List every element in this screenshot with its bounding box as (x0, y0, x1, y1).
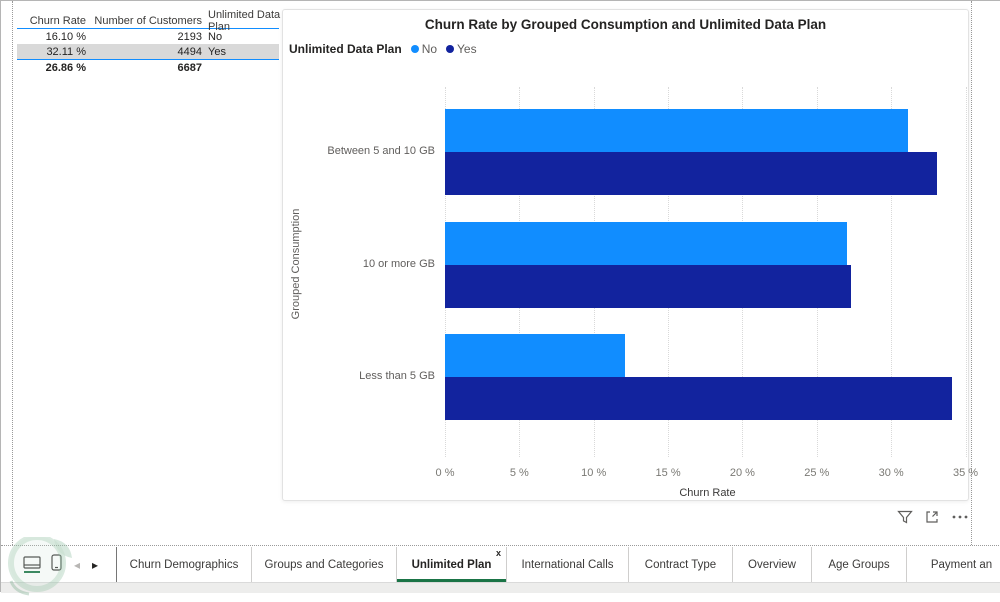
tab-contract-type[interactable]: Contract Type (629, 547, 733, 582)
bar-no-2[interactable] (445, 222, 847, 265)
legend-label: Yes (457, 42, 477, 56)
tab-label: Churn Demographics (129, 558, 239, 571)
churn-bar-chart-visual[interactable]: Churn Rate by Grouped Consumption and Un… (282, 9, 978, 501)
table-header-customers: Number of Customers (94, 15, 202, 27)
tab-payment-an[interactable]: Payment an (907, 547, 1000, 582)
active-tab-underline (397, 579, 506, 582)
bar-yes-2[interactable] (445, 265, 852, 308)
legend-label: No (421, 42, 438, 56)
legend-dot-icon (446, 45, 455, 53)
gridline (965, 87, 967, 457)
page-boundary-bottom (1, 545, 1000, 546)
tab-label: Groups and Categories (264, 558, 384, 571)
tab-groups-and-categories[interactable]: Groups and Categories (252, 547, 397, 582)
tab-bar-strip (1, 582, 1000, 593)
legend-item-yes[interactable]: Yes (446, 42, 477, 56)
tab-controls: ◂ ▸ (1, 547, 117, 582)
tab-overview[interactable]: Overview (733, 547, 812, 582)
page-tab-bar: ◂ ▸ Churn Demographics Groups and Categor… (1, 547, 1000, 593)
tab-unlimited-plan[interactable]: Unlimited Plan x (397, 547, 507, 582)
chart-legend: Unlimited Data Plan No Yes (289, 41, 486, 57)
tab-age-groups[interactable]: Age Groups (812, 547, 907, 582)
table-row[interactable]: 32.11 % 4494 Yes (17, 44, 279, 59)
table-cell-customers: 2193 (177, 30, 202, 43)
legend-dot-icon (410, 45, 419, 53)
table-cell-plan: Yes (208, 45, 226, 58)
table-header-row: Churn Rate Number of Customers Unlimited… (17, 9, 280, 33)
table-row[interactable]: 16.10 % 2193 No (17, 29, 279, 44)
table-cell-plan: No (208, 30, 223, 43)
table-cell-customers: 4494 (177, 45, 202, 58)
x-axis-tick-label: 30 % (878, 467, 904, 479)
visual-toolbar (897, 509, 969, 525)
bar-no-3[interactable] (445, 334, 625, 377)
legend-title: Unlimited Data Plan (289, 42, 402, 56)
table-cell-churn_rate: 32.11 % (46, 45, 86, 58)
table-body: 16.10 % 2193 No 32.11 % 4494 Yes (17, 29, 279, 59)
category-label: 10 or more GB (362, 258, 435, 270)
tab-scroll-back-icon[interactable]: ◂ (74, 557, 81, 572)
x-axis-tick-label: 20 % (729, 467, 755, 479)
total-customers: 6687 (177, 62, 202, 74)
tab-close-icon[interactable]: x (495, 548, 501, 558)
x-axis-tick-label: 15 % (655, 467, 681, 479)
tab-international-calls[interactable]: International Calls (507, 547, 629, 582)
category-label: Less than 5 GB (359, 370, 435, 382)
filter-icon[interactable] (897, 509, 913, 525)
tab-label: Unlimited Plan (411, 558, 492, 571)
tab-label: International Calls (521, 558, 614, 571)
category-label: Between 5 and 10 GB (327, 145, 435, 157)
x-axis-tick-label: 0 % (435, 467, 455, 479)
desktop-layout-icon[interactable] (23, 556, 41, 574)
mobile-layout-icon[interactable] (51, 553, 62, 576)
focus-mode-icon[interactable] (924, 509, 940, 525)
total-churn-rate: 26.86 % (45, 62, 86, 74)
bar-no-1[interactable] (445, 109, 908, 152)
tab-label: Contract Type (644, 558, 717, 571)
tab-label: Payment an (930, 558, 993, 571)
table-total-row: 26.86 % 6687 (17, 59, 279, 76)
table-header-plan: Unlimited Data Plan (208, 9, 281, 33)
x-axis-tick-label: 5 % (509, 467, 529, 479)
churn-summary-table[interactable]: Churn Rate Number of Customers Unlimited… (17, 9, 280, 76)
legend-item-no[interactable]: No (410, 42, 438, 56)
tab-churn-demographics[interactable]: Churn Demographics (117, 547, 252, 582)
page-boundary-left (12, 1, 13, 545)
tab-label: Overview (748, 558, 796, 571)
more-options-icon[interactable] (951, 509, 969, 525)
x-axis-tick-label: 25 % (804, 467, 830, 479)
tab-scroll-forward-icon[interactable]: ▸ (92, 557, 99, 572)
x-axis-title: Churn Rate (679, 487, 736, 499)
page-boundary-right (971, 1, 972, 545)
bar-yes-3[interactable] (445, 377, 953, 420)
bar-yes-1[interactable] (445, 152, 938, 195)
table-cell-churn_rate: 16.10 % (45, 30, 86, 43)
tabs-container: Churn Demographics Groups and Categories U… (117, 547, 1000, 582)
gridline (891, 87, 893, 457)
x-axis-tick-label: 10 % (581, 467, 607, 479)
table-header-churn-rate: Churn Rate (29, 15, 86, 27)
tab-label: Age Groups (828, 558, 890, 571)
report-canvas: Churn Rate Number of Customers Unlimited… (1, 1, 1000, 547)
chart-title: Churn Rate by Grouped Consumption and Un… (424, 17, 827, 32)
x-axis-tick-label: 35 % (952, 467, 979, 479)
